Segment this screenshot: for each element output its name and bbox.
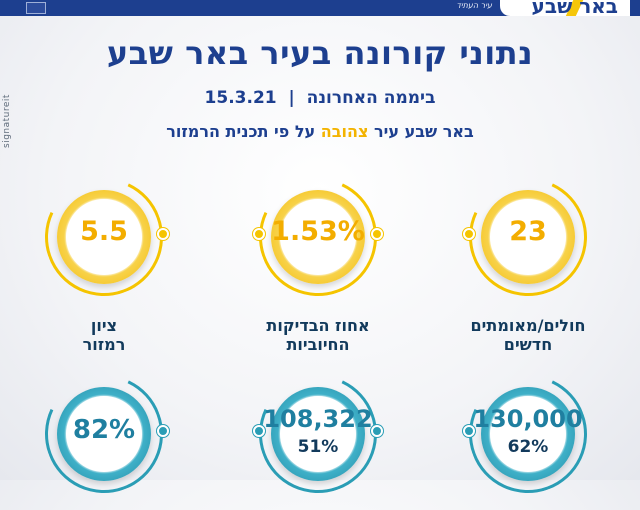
- ring-dot: [157, 228, 169, 240]
- stat-ring-vaccinated-first: 130,000 62%: [452, 358, 604, 510]
- stat-ring-new-cases: 23: [452, 161, 604, 313]
- ring-dot: [253, 228, 265, 240]
- top-bar: עיר העתיד באר שבע: [0, 0, 640, 18]
- ring-core: [490, 199, 566, 275]
- label-line: חדשים: [503, 335, 553, 354]
- status-suffix: על פי תכנית הרמזור: [166, 122, 316, 141]
- stat-label-new-cases: חולים/מאומתים חדשים: [453, 316, 603, 354]
- stat-value: 23: [509, 216, 547, 247]
- label-line: ציון: [90, 316, 118, 335]
- stat-value: 108,322: [263, 405, 373, 433]
- stat-ring-percentage: 82%: [28, 358, 180, 510]
- stat-ring-vaccinated-second: 108,322 51%: [242, 358, 394, 510]
- ring-dot: [253, 425, 265, 437]
- page-title: נתוני קורונה בעיר באר שבע: [106, 34, 534, 72]
- ring-dot: [463, 425, 475, 437]
- ring-dot: [371, 228, 383, 240]
- ring-core: [66, 199, 142, 275]
- label-line: אחוז הבדיקות: [266, 316, 370, 335]
- stat-value: 82%: [72, 415, 136, 445]
- stat-value: 5.5: [80, 216, 128, 247]
- stat-value: 1.53%: [271, 216, 365, 247]
- subtitle-period: ביממה האחרונה: [306, 88, 436, 108]
- stat-value: 130,000: [473, 405, 583, 433]
- label-line: חולים/מאומתים: [470, 316, 586, 335]
- ring-core: [280, 396, 356, 472]
- status-line: באר שבע עיר צהובה על פי תכנית הרמזור: [0, 122, 640, 141]
- stat-label-positive-rate: אחוז הבדיקות החיוביות: [243, 316, 393, 354]
- stat-percent: 62%: [507, 437, 549, 457]
- flag-icon: [26, 2, 46, 14]
- stat-percent: 51%: [297, 437, 339, 457]
- logo: באר שבע: [531, 0, 618, 18]
- subtitle-separator: |: [288, 88, 295, 108]
- ring-core: [66, 396, 142, 472]
- label-line: רמזור: [82, 335, 126, 354]
- stat-ring-positive-rate: 1.53%: [242, 161, 394, 313]
- status-prefix: באר שבע עיר: [374, 122, 474, 141]
- logo-box: באר שבע: [500, 0, 630, 18]
- ring-core: [280, 199, 356, 275]
- subtitle: ביממה האחרונה | 15.3.21: [0, 88, 640, 108]
- label-line: החיוביות: [286, 335, 350, 354]
- stat-ring-traffic-score: 5.5: [28, 161, 180, 313]
- ring-dot: [157, 425, 169, 437]
- stat-label-traffic-score: ציון רמזור: [29, 316, 179, 354]
- subtitle-date: 15.3.21: [204, 88, 277, 108]
- ring-dot: [371, 425, 383, 437]
- ring-dot: [463, 228, 475, 240]
- header-tagline: עיר העתיד: [456, 1, 492, 10]
- status-color-word: צהובה: [320, 122, 369, 141]
- ring-core: [490, 396, 566, 472]
